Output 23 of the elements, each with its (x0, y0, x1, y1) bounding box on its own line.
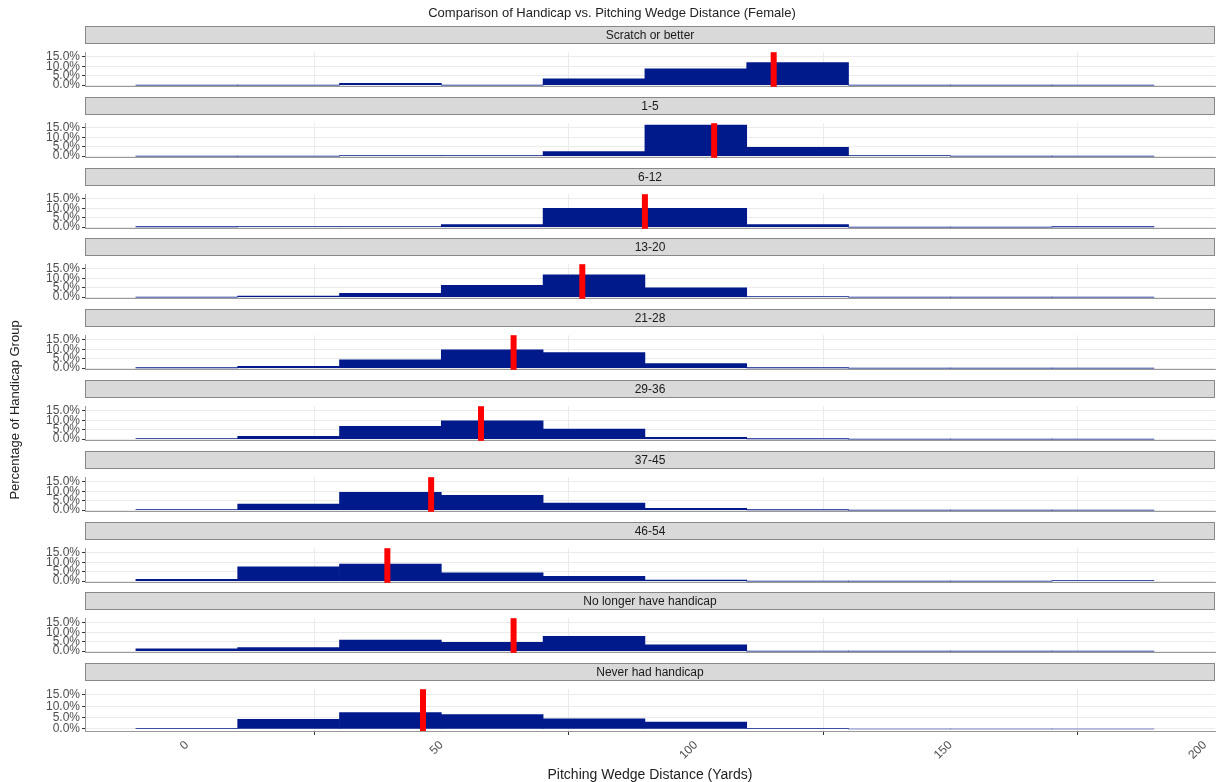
x-tick-label: 200 (1185, 737, 1210, 762)
chart-subtitle: 13-20 (85, 238, 1215, 257)
chart-subtitle: 6-12 (85, 167, 1215, 186)
y-tick-label: 0.0% (52, 148, 81, 163)
chart-subtitle: No longer have handicap (85, 592, 1215, 611)
y-tick-label: 0.0% (52, 502, 81, 517)
chart-title: Comparison of Handicap vs. Pitching Wedge Distance (Female) (427, 5, 797, 20)
chart-subtitle: 37-45 (85, 450, 1215, 469)
chart-subtitle: 46-54 (85, 521, 1215, 540)
chart-subtitle: Scratch or better (85, 26, 1215, 44)
chart-subtitle: 1-5 (85, 96, 1215, 115)
chart-subtitle: 21-28 (85, 309, 1215, 328)
x-tick-label: 0 (176, 737, 192, 753)
x-axis-title: Pitching Wedge Distance (Yards) (546, 766, 754, 782)
y-tick-label: 0.0% (52, 573, 81, 588)
x-tick-label: 50 (426, 737, 446, 758)
y-axis-title: Percentage of Handicap Group (6, 320, 22, 500)
chart-subtitle: Never had handicap (85, 663, 1215, 682)
x-tick-label: 150 (930, 737, 955, 762)
x-tick-label: 100 (676, 737, 701, 762)
y-tick-label: 0.0% (52, 219, 81, 234)
y-tick-label: 0.0% (52, 721, 81, 736)
chart-subtitle: 29-36 (85, 380, 1215, 398)
